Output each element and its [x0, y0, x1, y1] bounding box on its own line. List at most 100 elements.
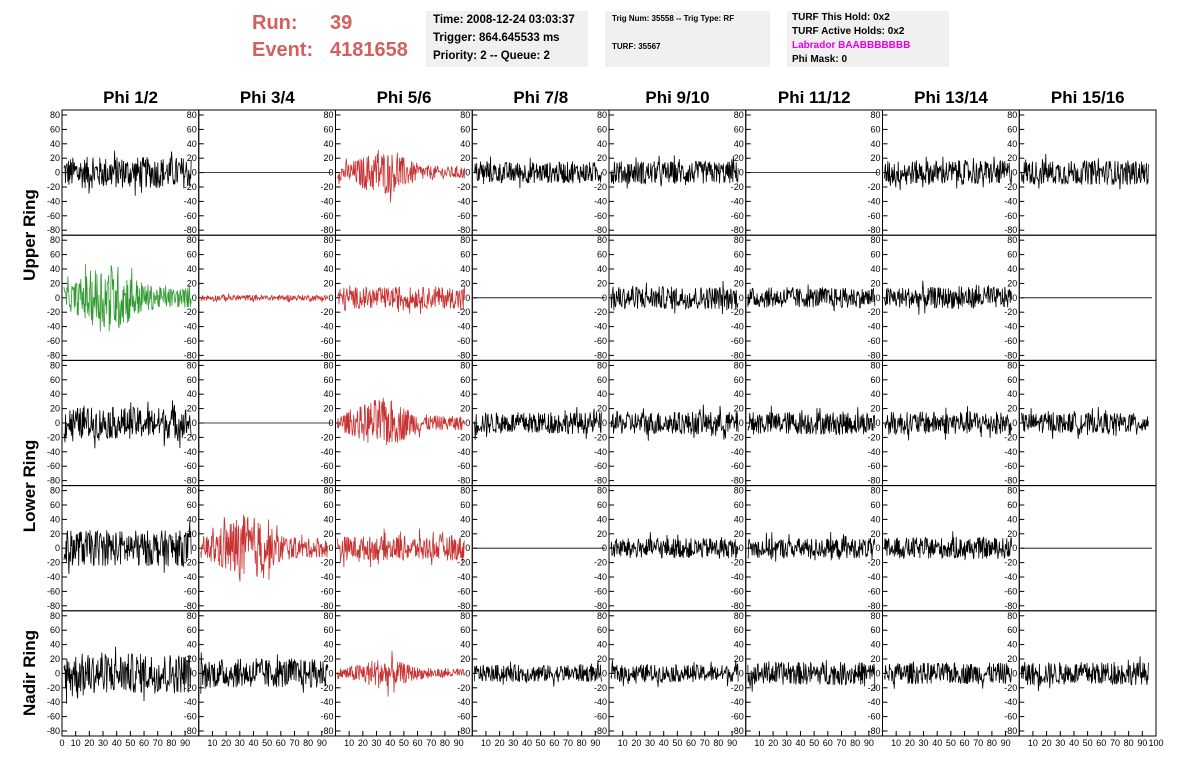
x-tick-label: 90: [864, 738, 874, 748]
labrador-text: Labrador BAABBBBBBB: [792, 40, 911, 51]
y-tick-label: 0: [328, 418, 333, 428]
y-tick-label: -20: [594, 683, 607, 693]
y-tick-label: -40: [47, 697, 60, 707]
y-tick-label: 40: [187, 389, 197, 399]
y-tick-label: 0: [739, 418, 744, 428]
y-tick-label: -60: [731, 211, 744, 221]
y-tick-label: 60: [1007, 375, 1017, 385]
y-tick-label: 20: [870, 654, 880, 664]
y-tick-label: -20: [184, 432, 197, 442]
y-tick-label: 0: [602, 293, 607, 303]
x-tick-label: 40: [932, 738, 942, 748]
y-tick-label: 0: [602, 418, 607, 428]
y-tick-label: -80: [594, 225, 607, 235]
y-tick-label: -80: [594, 601, 607, 611]
y-tick-label: 20: [187, 153, 197, 163]
waveform-line: [337, 149, 466, 203]
y-tick-label: 0: [1012, 543, 1017, 553]
y-tick-label: -20: [1004, 558, 1017, 568]
y-tick-label: 40: [870, 514, 880, 524]
y-tick-label: -40: [320, 447, 333, 457]
y-tick-label: -60: [1004, 211, 1017, 221]
y-tick-label: -80: [731, 350, 744, 360]
x-tick-label: 40: [248, 738, 258, 748]
y-tick-label: -20: [47, 558, 60, 568]
y-tick-label: -20: [594, 558, 607, 568]
y-tick-label: -60: [731, 336, 744, 346]
panel-frame: [608, 359, 747, 487]
y-tick-label: 40: [1007, 139, 1017, 149]
y-tick-label: 0: [465, 168, 470, 178]
y-tick-label: 60: [1007, 124, 1017, 134]
y-tick-label: 0: [328, 293, 333, 303]
y-tick-label: 60: [870, 124, 880, 134]
y-tick-label: 60: [323, 124, 333, 134]
y-tick-label: -20: [867, 182, 880, 192]
y-tick-label: -20: [731, 182, 744, 192]
y-tick-label: 40: [734, 640, 744, 650]
waveform-line: [337, 528, 465, 568]
y-tick-label: 60: [50, 625, 60, 635]
y-tick-label: 0: [875, 543, 880, 553]
y-tick-label: -60: [457, 586, 470, 596]
y-tick-label: -40: [731, 322, 744, 332]
x-tick-label: 60: [960, 738, 970, 748]
column-header-2: Phi 3/4: [239, 88, 295, 107]
y-tick-label: -80: [731, 726, 744, 736]
x-tick-label: 80: [987, 738, 997, 748]
x-tick-label: 30: [1055, 738, 1065, 748]
y-tick-label: 60: [323, 500, 333, 510]
y-tick-label: 80: [1007, 360, 1017, 370]
y-tick-label: 20: [460, 654, 470, 664]
x-tick-label: 30: [372, 738, 382, 748]
y-tick-label: 60: [460, 625, 470, 635]
y-tick-label: -20: [731, 432, 744, 442]
y-tick-label: 40: [870, 389, 880, 399]
y-tick-label: -20: [457, 182, 470, 192]
y-tick-label: -80: [457, 225, 470, 235]
y-tick-label: 20: [50, 529, 60, 539]
y-tick-label: 20: [1007, 153, 1017, 163]
y-tick-label: -80: [1004, 350, 1017, 360]
y-tick-label: 80: [323, 235, 333, 245]
y-tick-label: -40: [320, 322, 333, 332]
x-tick-label: 0: [59, 738, 64, 748]
event-label: Event:: [252, 39, 314, 61]
y-tick-label: -40: [184, 697, 197, 707]
y-tick-label: -80: [184, 350, 197, 360]
y-tick-label: -20: [47, 683, 60, 693]
y-tick-label: 20: [597, 153, 607, 163]
y-tick-label: -40: [457, 697, 470, 707]
y-tick-label: -20: [457, 558, 470, 568]
y-tick-label: 0: [1012, 168, 1017, 178]
y-tick-label: 80: [734, 486, 744, 496]
x-tick-label: 10: [344, 738, 354, 748]
y-tick-label: -40: [1004, 447, 1017, 457]
y-tick-label: 20: [50, 404, 60, 414]
x-tick-label: 30: [782, 738, 792, 748]
x-tick-label: 70: [700, 738, 710, 748]
y-tick-label: -20: [1004, 182, 1017, 192]
y-tick-label: -20: [457, 432, 470, 442]
y-tick-label: 80: [50, 486, 60, 496]
trigger-text: Trigger: 864.645533 ms: [433, 32, 560, 44]
y-tick-label: -60: [320, 712, 333, 722]
y-tick-label: -80: [320, 350, 333, 360]
y-tick-label: 80: [597, 235, 607, 245]
y-tick-label: 60: [187, 375, 197, 385]
y-tick-label: -40: [1004, 572, 1017, 582]
y-tick-label: 40: [323, 389, 333, 399]
y-tick-label: -20: [1004, 307, 1017, 317]
x-tick-label: 90: [317, 738, 327, 748]
y-tick-label: -80: [457, 726, 470, 736]
y-tick-label: 0: [328, 543, 333, 553]
y-tick-label: 20: [870, 278, 880, 288]
y-tick-label: -80: [184, 225, 197, 235]
turf-text: TURF: 35567: [612, 42, 661, 51]
y-tick-label: -60: [320, 461, 333, 471]
y-tick-label: 80: [1007, 110, 1017, 120]
x-tick-label: 90: [1137, 738, 1147, 748]
y-tick-label: -20: [731, 558, 744, 568]
y-tick-label: 60: [460, 250, 470, 260]
y-tick-label: 0: [55, 293, 60, 303]
